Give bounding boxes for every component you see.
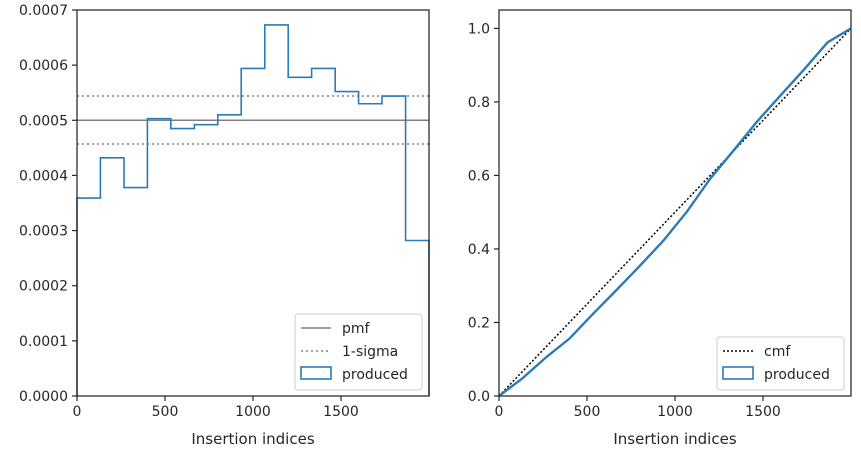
- left-y-tick-label: 0.0002: [19, 279, 68, 295]
- cumulative-panel: 0 500 1000 1500 0.0 0.2 0.4 0.6 0.8 1.0 Insertio…: [468, 9, 852, 448]
- right-legend: cmf produced: [716, 336, 845, 391]
- right-x-ticks: 0 500 1000 1500: [495, 396, 781, 420]
- right-x-tick-label: 1500: [745, 404, 781, 420]
- right-y-tick-label: 0.6: [468, 168, 490, 184]
- left-y-tick-label: 0.0001: [19, 334, 68, 350]
- left-x-tick-label: 1000: [235, 404, 271, 420]
- left-x-tick-label: 0: [73, 404, 82, 420]
- left-x-axis-label: Insertion indices: [191, 430, 314, 448]
- left-y-tick-label: 0.0007: [19, 3, 68, 19]
- left-y-tick-label: 0.0006: [19, 58, 68, 74]
- left-y-tick-label: 0.0003: [19, 224, 68, 240]
- right-x-tick-label: 500: [574, 404, 601, 420]
- left-legend-box: [294, 313, 423, 391]
- legend-cmf-label: cmf: [764, 344, 791, 360]
- left-y-tick-label: 0.0004: [19, 168, 68, 184]
- right-y-tick-label: 0.0: [468, 389, 490, 405]
- right-x-tick-label: 1000: [657, 404, 693, 420]
- right-x-axis-label: Insertion indices: [613, 430, 736, 448]
- legend-sigma-label: 1-sigma: [342, 344, 398, 360]
- cmf-line: [498, 27, 852, 397]
- right-y-tick-label: 1.0: [468, 21, 490, 37]
- histogram-panel: 0 500 1000 1500 0.00000.00010.00020.00030.0…: [19, 3, 430, 448]
- right-y-tick-label: 0.8: [468, 95, 490, 111]
- legend-produced-swatch: [300, 366, 332, 380]
- legend-pmf-label: pmf: [342, 321, 371, 337]
- right-y-tick-label: 0.4: [468, 242, 490, 258]
- legend-produced-swatch: [722, 366, 754, 380]
- produced-histogram-step: [76, 24, 430, 396]
- left-y-tick-label: 0.0005: [19, 113, 68, 129]
- left-y-ticks: 0.0000 0.0001 0.0002 0.0003 0.0004 0.0005 0.00…: [19, 3, 77, 405]
- left-y-tick-label: 0.0000: [19, 389, 68, 405]
- left-x-tick-label: 500: [152, 404, 179, 420]
- produced-cumulative-line: [498, 27, 852, 397]
- legend-produced-label: produced: [342, 367, 408, 383]
- left-legend: pmf 1-sigma produced: [294, 313, 423, 391]
- right-x-tick-label: 0: [495, 404, 504, 420]
- legend-produced-label: produced: [764, 367, 830, 383]
- right-y-tick-label: 0.2: [468, 315, 490, 331]
- left-x-tick-label: 1500: [323, 404, 359, 420]
- right-y-ticks: 0.0 0.2 0.4 0.6 0.8 1.0: [468, 21, 499, 405]
- left-x-ticks: 0 500 1000 1500: [73, 396, 359, 420]
